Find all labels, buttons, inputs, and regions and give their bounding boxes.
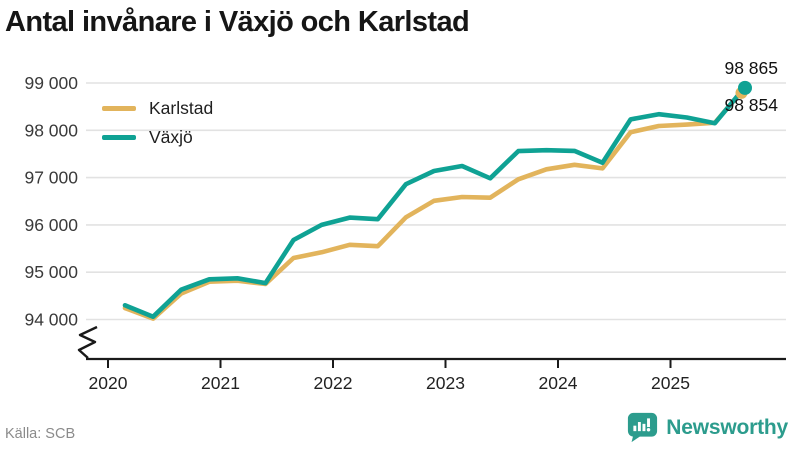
brand-name: Newsworthy (666, 415, 788, 439)
x-axis-tick-label: 2025 (651, 373, 690, 393)
vaxjo-end-value: 98 865 (724, 58, 778, 78)
bar-chart-speech-bubble-icon (628, 412, 658, 443)
vaxjo-line-swatch (102, 135, 136, 140)
y-axis-tick-label: 99 000 (24, 73, 78, 93)
x-axis-tick-label: 2023 (426, 373, 465, 393)
legend-item-vaxjo: Växjö (102, 123, 213, 152)
karlstad-end-value: 98 854 (724, 95, 778, 115)
line-karlstad (122, 87, 746, 321)
karlstad-line-swatch (102, 106, 136, 111)
y-axis-tick-label: 96 000 (24, 215, 78, 235)
y-axis-tick-label: 94 000 (24, 310, 78, 330)
source-note: Källa: SCB (5, 426, 76, 442)
legend-label: Karlstad (149, 98, 214, 118)
x-axis-tick-label: 2021 (201, 373, 240, 393)
page-title: Antal invånare i Växjö och Karlstad (5, 6, 470, 38)
y-axis-tick-label: 95 000 (24, 262, 78, 282)
end-dot-vaxjo (738, 80, 752, 95)
x-axis-tick-label: 2024 (539, 373, 578, 393)
x-axis-tick-label: 2020 (89, 373, 128, 393)
axis-break-squiggle (77, 325, 98, 359)
y-axis-tick-label: 98 000 (24, 120, 78, 140)
line-vaxjo (122, 87, 746, 320)
legend-item-karlstad: Karlstad (102, 94, 213, 123)
x-axis-tick-label: 2022 (314, 373, 353, 393)
y-axis-tick-label: 97 000 (24, 168, 78, 188)
chart-legend: Karlstad Växjö (102, 94, 213, 152)
legend-label: Växjö (149, 127, 193, 147)
newsworthy-branding: Newsworthy (627, 412, 788, 443)
